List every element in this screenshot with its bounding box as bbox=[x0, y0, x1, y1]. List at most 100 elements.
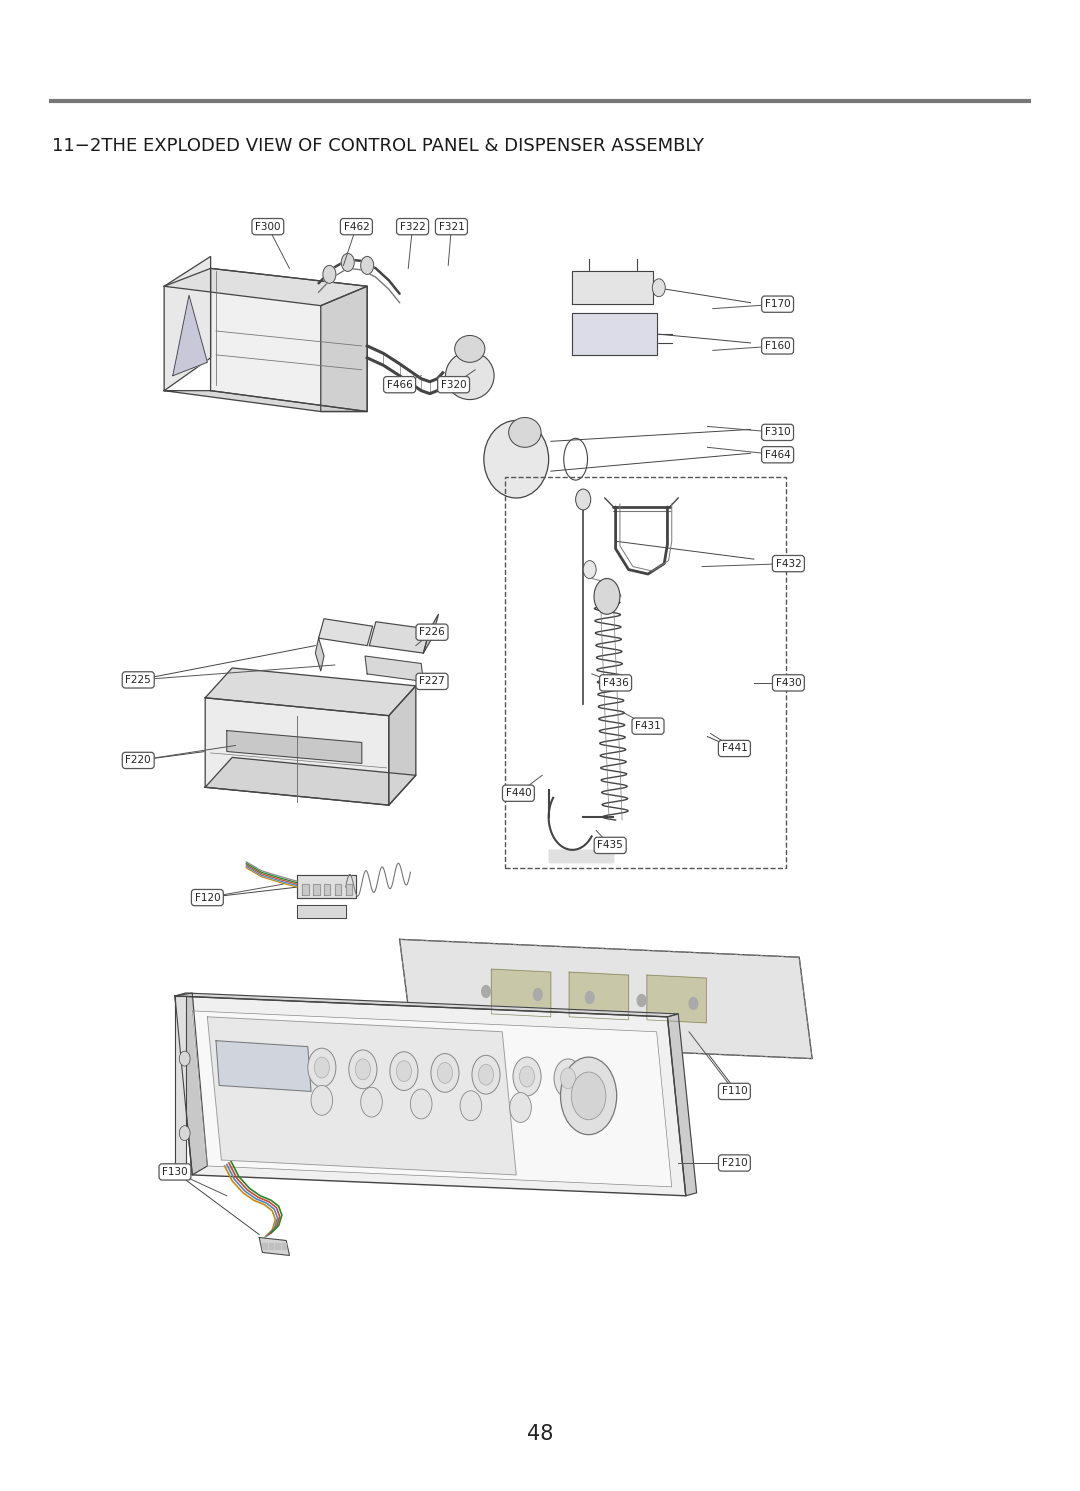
Polygon shape bbox=[321, 286, 367, 412]
Text: F310: F310 bbox=[765, 428, 791, 437]
Text: F431: F431 bbox=[635, 722, 661, 731]
Circle shape bbox=[390, 1051, 418, 1090]
Polygon shape bbox=[259, 1238, 289, 1255]
Ellipse shape bbox=[455, 335, 485, 362]
Polygon shape bbox=[369, 622, 430, 653]
Text: F130: F130 bbox=[162, 1167, 188, 1176]
Circle shape bbox=[396, 1060, 411, 1081]
Circle shape bbox=[561, 1068, 576, 1088]
Text: F227: F227 bbox=[419, 677, 445, 686]
Text: F441: F441 bbox=[721, 744, 747, 753]
Polygon shape bbox=[365, 656, 423, 681]
Polygon shape bbox=[175, 993, 678, 1017]
Circle shape bbox=[576, 489, 591, 510]
Text: F170: F170 bbox=[765, 300, 791, 309]
Circle shape bbox=[534, 989, 542, 1000]
Polygon shape bbox=[262, 1243, 267, 1249]
Polygon shape bbox=[315, 638, 324, 671]
Circle shape bbox=[583, 561, 596, 579]
Circle shape bbox=[510, 1093, 531, 1123]
Text: F320: F320 bbox=[441, 380, 467, 389]
Polygon shape bbox=[205, 757, 416, 805]
Text: 48: 48 bbox=[527, 1424, 553, 1445]
Polygon shape bbox=[282, 1243, 286, 1249]
Polygon shape bbox=[324, 884, 330, 895]
Circle shape bbox=[361, 1087, 382, 1117]
Text: F110: F110 bbox=[721, 1087, 747, 1096]
Bar bbox=[505, 477, 786, 868]
Circle shape bbox=[689, 997, 698, 1009]
Circle shape bbox=[179, 1051, 190, 1066]
Text: F120: F120 bbox=[194, 893, 220, 902]
Polygon shape bbox=[302, 884, 309, 895]
Polygon shape bbox=[667, 1014, 697, 1196]
Text: F226: F226 bbox=[419, 628, 445, 637]
Polygon shape bbox=[227, 731, 362, 763]
Polygon shape bbox=[491, 969, 551, 1017]
Circle shape bbox=[460, 1091, 482, 1121]
Polygon shape bbox=[192, 1011, 672, 1187]
Text: F462: F462 bbox=[343, 222, 369, 231]
Circle shape bbox=[594, 579, 620, 614]
Polygon shape bbox=[164, 391, 367, 412]
Polygon shape bbox=[346, 884, 352, 895]
Text: F322: F322 bbox=[400, 222, 426, 231]
Polygon shape bbox=[175, 993, 207, 1175]
Text: F321: F321 bbox=[438, 222, 464, 231]
Circle shape bbox=[652, 279, 665, 297]
Polygon shape bbox=[647, 975, 706, 1023]
Text: F300: F300 bbox=[255, 222, 281, 231]
Circle shape bbox=[637, 994, 646, 1006]
Circle shape bbox=[349, 1050, 377, 1088]
Circle shape bbox=[361, 256, 374, 274]
Polygon shape bbox=[216, 1041, 311, 1091]
Text: F464: F464 bbox=[765, 450, 791, 459]
Polygon shape bbox=[275, 1243, 280, 1249]
Polygon shape bbox=[164, 268, 367, 306]
Polygon shape bbox=[297, 905, 346, 918]
Text: F220: F220 bbox=[125, 756, 151, 765]
Polygon shape bbox=[572, 313, 657, 355]
Polygon shape bbox=[319, 619, 373, 646]
Polygon shape bbox=[164, 256, 211, 391]
Text: F225: F225 bbox=[125, 675, 151, 684]
Text: F435: F435 bbox=[597, 841, 623, 850]
Circle shape bbox=[311, 1085, 333, 1115]
Circle shape bbox=[561, 1057, 617, 1135]
Circle shape bbox=[519, 1066, 535, 1087]
Polygon shape bbox=[549, 850, 613, 862]
Polygon shape bbox=[175, 996, 186, 1170]
Polygon shape bbox=[211, 268, 367, 412]
Text: 11−2THE EXPLODED VIEW OF CONTROL PANEL & DISPENSER ASSEMBLY: 11−2THE EXPLODED VIEW OF CONTROL PANEL &… bbox=[52, 137, 704, 155]
Polygon shape bbox=[297, 875, 356, 898]
Circle shape bbox=[478, 1065, 494, 1085]
Text: F466: F466 bbox=[387, 380, 413, 389]
Ellipse shape bbox=[484, 420, 549, 498]
Circle shape bbox=[513, 1057, 541, 1096]
Ellipse shape bbox=[509, 417, 541, 447]
Text: F436: F436 bbox=[603, 678, 629, 687]
Polygon shape bbox=[400, 939, 812, 1059]
Circle shape bbox=[571, 1072, 606, 1120]
Circle shape bbox=[410, 1088, 432, 1118]
Circle shape bbox=[585, 992, 594, 1003]
Polygon shape bbox=[389, 686, 416, 805]
Polygon shape bbox=[313, 884, 320, 895]
Circle shape bbox=[314, 1057, 329, 1078]
Polygon shape bbox=[423, 614, 438, 653]
Polygon shape bbox=[205, 698, 389, 805]
Circle shape bbox=[308, 1048, 336, 1087]
Text: F210: F210 bbox=[721, 1159, 747, 1167]
Polygon shape bbox=[207, 1017, 516, 1175]
Circle shape bbox=[341, 253, 354, 271]
Circle shape bbox=[355, 1059, 370, 1079]
Circle shape bbox=[472, 1056, 500, 1094]
Polygon shape bbox=[572, 271, 653, 304]
Circle shape bbox=[431, 1054, 459, 1093]
Polygon shape bbox=[335, 884, 341, 895]
Text: F440: F440 bbox=[505, 789, 531, 798]
Circle shape bbox=[179, 1126, 190, 1141]
Polygon shape bbox=[205, 668, 416, 716]
Text: F160: F160 bbox=[765, 341, 791, 350]
Polygon shape bbox=[569, 972, 629, 1020]
